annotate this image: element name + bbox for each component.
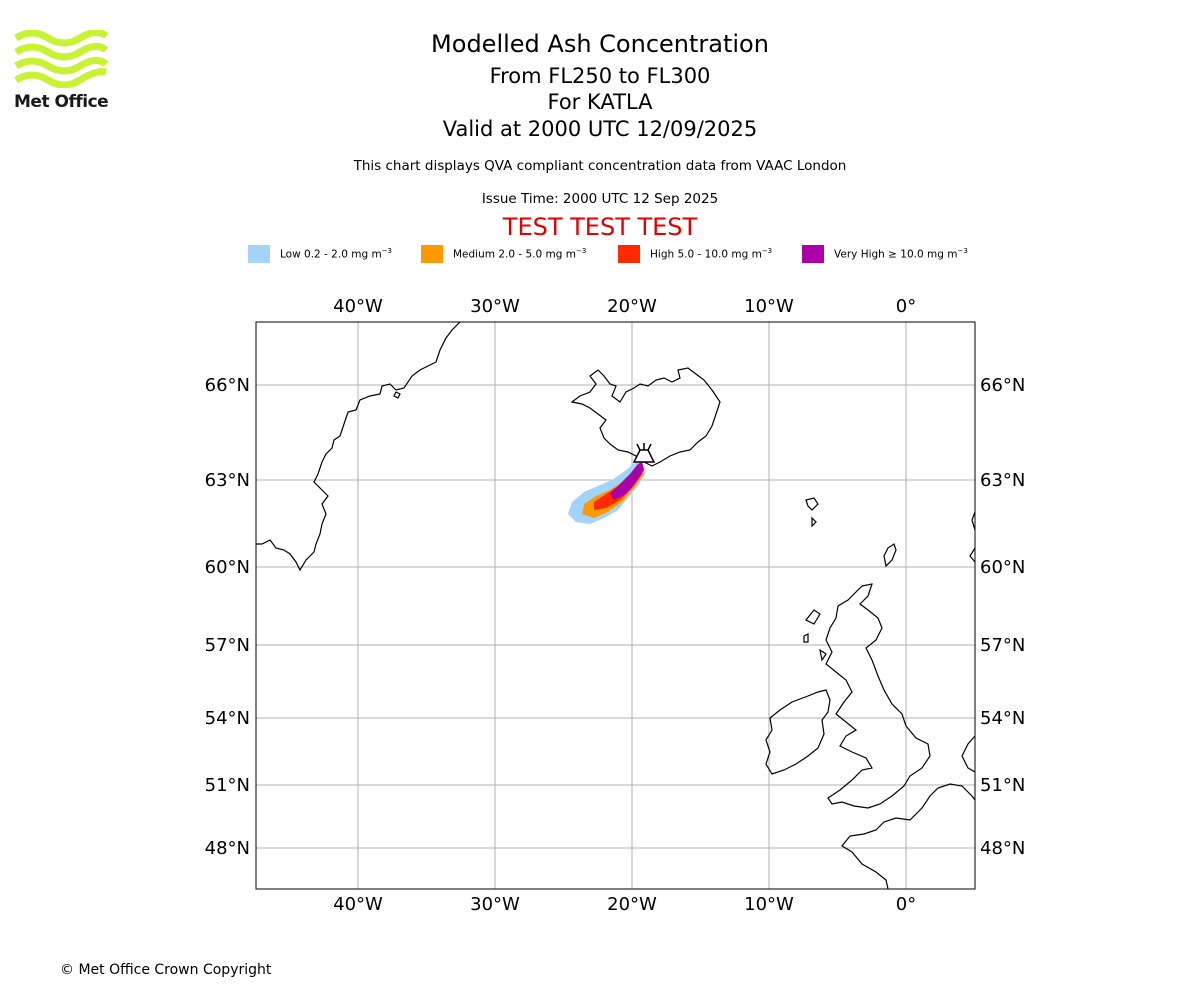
legend-item-high: High 5.0 - 10.0 mg m−3 (618, 244, 772, 264)
legend-item-low: Low 0.2 - 2.0 mg m−3 (248, 244, 392, 264)
lon-label-top: 10°W (744, 296, 794, 317)
norway-coastline (969, 511, 975, 563)
lon-label-bottom: 10°W (744, 894, 794, 915)
volcano-name: For KATLA (547, 90, 653, 114)
legend-swatch-very-high (802, 245, 824, 263)
legend-item-medium: Medium 2.0 - 5.0 mg m−3 (421, 244, 586, 264)
lon-label-top: 30°W (470, 296, 520, 317)
ash-very-high (610, 462, 644, 500)
valid-time: Valid at 2000 UTC 12/09/2025 (442, 117, 758, 141)
lat-label-right: 66°N (980, 375, 1025, 396)
legend-label-very-high: Very High ≥ 10.0 mg m (834, 248, 958, 261)
ireland-coastline (765, 689, 831, 775)
lat-label-right: 48°N (980, 838, 1025, 859)
greenland-island (393, 391, 401, 399)
map-gridlines (256, 322, 975, 889)
lon-label-bottom: 20°W (607, 894, 657, 915)
lat-label-left: 63°N (205, 470, 250, 491)
lat-label-left: 60°N (205, 557, 250, 578)
great-britain-coastline (825, 583, 931, 809)
iceland-coastline (570, 367, 721, 467)
volcano-icon (632, 443, 656, 463)
map-frame (255, 321, 976, 890)
lat-label-right: 54°N (980, 708, 1025, 729)
lat-label-right: 63°N (980, 470, 1025, 491)
lat-label-left: 54°N (205, 708, 250, 729)
logo-text: Met Office (14, 92, 109, 112)
greenland-coastline (256, 322, 461, 572)
legend-swatch-medium (421, 245, 443, 263)
ash-plume (568, 462, 646, 524)
legend-swatch-high (618, 245, 640, 263)
lat-label-left: 66°N (205, 375, 250, 396)
lat-label-left: 48°N (205, 838, 250, 859)
met-office-logo: Met Office (14, 30, 109, 112)
lon-label-top: 0° (896, 296, 916, 317)
lon-label-bottom: 40°W (333, 894, 383, 915)
france-coastline (841, 783, 975, 889)
flight-level-range: From FL250 to FL300 (489, 64, 711, 88)
legend-item-very-high: Very High ≥ 10.0 mg m−3 (802, 244, 968, 264)
lon-label-top: 40°W (333, 296, 383, 317)
shetland-islands (883, 543, 897, 568)
lat-label-right: 60°N (980, 557, 1025, 578)
lat-label-right: 57°N (980, 635, 1025, 656)
chart-title: Modelled Ash Concentration (431, 30, 769, 58)
legend-swatch-low (248, 245, 270, 263)
lat-label-left: 57°N (205, 635, 250, 656)
continental-coastline-north (961, 735, 975, 773)
lon-label-bottom: 30°W (470, 894, 520, 915)
faroe-islands (805, 497, 819, 528)
chart-description: This chart displays QVA compliant concen… (353, 158, 847, 174)
test-banner: TEST TEST TEST (502, 213, 698, 241)
hebrides-islands (803, 609, 827, 662)
legend-label-medium: Medium 2.0 - 5.0 mg m (453, 248, 576, 261)
lat-label-left: 51°N (205, 775, 250, 796)
issue-time: Issue Time: 2000 UTC 12 Sep 2025 (481, 191, 719, 207)
lat-label-right: 51°N (980, 775, 1025, 796)
lon-label-top: 20°W (607, 296, 657, 317)
met-office-waves-icon (14, 30, 108, 88)
legend-label-high: High 5.0 - 10.0 mg m (650, 248, 762, 261)
legend-label-low: Low 0.2 - 2.0 mg m (280, 248, 382, 261)
copyright-notice: © Met Office Crown Copyright (60, 962, 272, 978)
lon-label-bottom: 0° (896, 894, 916, 915)
